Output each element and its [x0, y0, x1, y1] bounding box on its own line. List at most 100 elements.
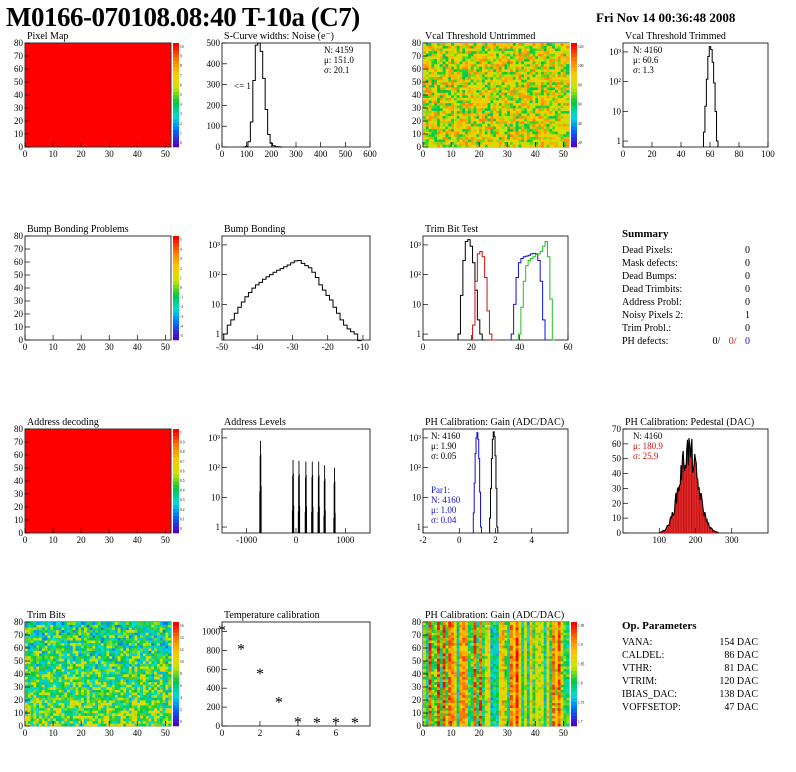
x-tick-label: 60: [564, 342, 574, 352]
y-tick-label: 0: [19, 335, 24, 345]
plot-frame: [221, 428, 371, 534]
y-tick-label: 70: [412, 51, 422, 61]
chart-temperature-calibration: Temperature calibration * * * * * * * * 0 2 4 6 0 200 4…: [202, 610, 371, 738]
op-parameter-value: 138 DAC: [719, 689, 758, 700]
palette-label: -1: [180, 296, 183, 300]
plot-frame: [24, 42, 172, 148]
scatter-point: *: [313, 715, 321, 732]
palette-label: 3: [180, 257, 182, 261]
palette-label: 4: [180, 103, 182, 107]
chart-title: Address Levels: [224, 417, 286, 428]
y-tick-label: 10³: [409, 240, 421, 250]
x-tick-label: 40: [133, 728, 143, 738]
palette-label: 0: [180, 527, 182, 531]
y-tick-label: 10: [412, 129, 422, 139]
x-tick-label: 40: [515, 342, 525, 352]
x-tick-label: 1000: [336, 535, 355, 545]
x-tick-label: 20: [77, 535, 87, 545]
palette-label: 8: [180, 64, 182, 68]
y-tick-label: 40: [14, 90, 24, 100]
y-tick-label: 10: [14, 322, 24, 332]
palette-label: -5: [180, 334, 183, 338]
color-palette: 5 4 3 2 1 0 -1 -2 -3 -4 -5: [173, 236, 183, 341]
plot-frame: [24, 428, 172, 534]
summary-value: 0: [745, 297, 750, 308]
scatter-point: *: [294, 714, 302, 731]
y-tick-label: 20: [14, 502, 24, 512]
histogram-line: [457, 239, 485, 341]
x-tick-label: 10: [447, 149, 457, 159]
ph-defects-v3: 0: [745, 336, 750, 347]
op-parameters-panel: Op. Parameters VANA: 154 DAC CALDEL: 86 DAC…: [622, 620, 758, 714]
histogram-line: [510, 252, 548, 341]
x-tick-label: 0: [621, 149, 626, 159]
palette-label: 2: [180, 122, 182, 126]
op-parameter-label: VANA:: [622, 637, 653, 648]
stat-mean: μ: 60.6: [633, 55, 659, 65]
summary-title: Summary: [622, 228, 669, 240]
x-tick-label: 40: [133, 535, 143, 545]
op-parameter-value: 154 DAC: [719, 637, 758, 648]
chart-title: Vcal Threshold Trimmed: [625, 31, 726, 42]
y-tick-label: 20: [14, 116, 24, 126]
stat-n: N: 4160: [633, 45, 663, 55]
y-tick-label: 200: [207, 702, 221, 712]
scatter-point: *: [237, 642, 245, 659]
x-tick-label: 0: [294, 535, 299, 545]
y-tick-label: 0: [19, 142, 24, 152]
y-tick-label: 10: [14, 515, 24, 525]
chart-address-decoding: Address decoding 1 0.9 0.8 0.7 0.6 0.5 0.4 0.3 0.…: [14, 417, 185, 545]
palette-label: 1.85: [578, 662, 584, 666]
palette-label: 100: [578, 64, 584, 68]
y-tick-label: 10²: [409, 463, 421, 473]
x-tick-label: 300: [725, 535, 739, 545]
stat2-title: Par1:: [431, 485, 450, 495]
x-tick-label: 2: [493, 535, 498, 545]
y-tick-label: 60: [14, 257, 24, 267]
y-tick-label: 50: [412, 77, 422, 87]
x-tick-label: 0: [23, 728, 28, 738]
y-tick-label: 10: [612, 513, 622, 523]
y-tick-label: 70: [14, 630, 24, 640]
y-tick-label: 60: [14, 450, 24, 460]
x-tick-label: 50: [161, 728, 171, 738]
op-parameter-label: VTRIM:: [622, 676, 657, 687]
op-parameters-title: Op. Parameters: [622, 620, 697, 632]
palette-label: 3: [180, 112, 182, 116]
x-tick-label: 30: [503, 728, 513, 738]
scatter-point: *: [332, 715, 340, 732]
y-tick-label: 60: [412, 643, 422, 653]
palette-label: 1: [180, 276, 182, 280]
y-tick-label: 40: [412, 669, 422, 679]
chart-ph-gain-map: PH Calibration: Gain (ADC/DAC) 1.95 1.9 1.8…: [412, 610, 584, 738]
palette-label: 1.7: [578, 720, 583, 724]
color-palette: 1.95 1.9 1.85 1.8 1.75 1.7: [571, 622, 584, 727]
palette-label: 0.9: [180, 441, 185, 445]
summary-row: Dead Trimbits: 0: [622, 283, 750, 296]
summary-row: Trim Probl.: 0: [622, 322, 750, 335]
y-tick-label: 10³: [208, 433, 220, 443]
chart-title: Trim Bit Test: [425, 224, 478, 235]
x-tick-label: -2: [419, 535, 427, 545]
palette-label: 9: [180, 55, 182, 59]
summary-row: Mask defects: 0: [622, 257, 750, 270]
y-tick-label: 20: [612, 498, 622, 508]
y-tick-label: 400: [207, 683, 221, 693]
palette-label: 0.5: [180, 479, 185, 483]
x-tick-label: 10: [49, 342, 59, 352]
palette-label: 2: [180, 267, 182, 271]
y-tick-label: 20: [412, 695, 422, 705]
summary-panel: Summary Dead Pixels: 0 Mask defects: 0 Dead …: [622, 228, 750, 348]
summary-value: 0: [745, 271, 750, 282]
x-tick-label: 0: [220, 149, 225, 159]
x-tick-label: 60: [706, 149, 716, 159]
x-tick-label: -10: [357, 342, 369, 352]
y-tick-label: 10²: [208, 270, 220, 280]
y-tick-label: 30: [612, 483, 622, 493]
x-tick-label: 400: [314, 149, 328, 159]
summary-label: Dead Trimbits:: [622, 284, 683, 295]
stat-mean: μ: 180.9: [633, 441, 663, 451]
summary-label: Address Probl:: [622, 297, 682, 308]
y-tick-label: 10: [14, 708, 24, 718]
stat-sigma: σ: 1.3: [633, 65, 654, 75]
